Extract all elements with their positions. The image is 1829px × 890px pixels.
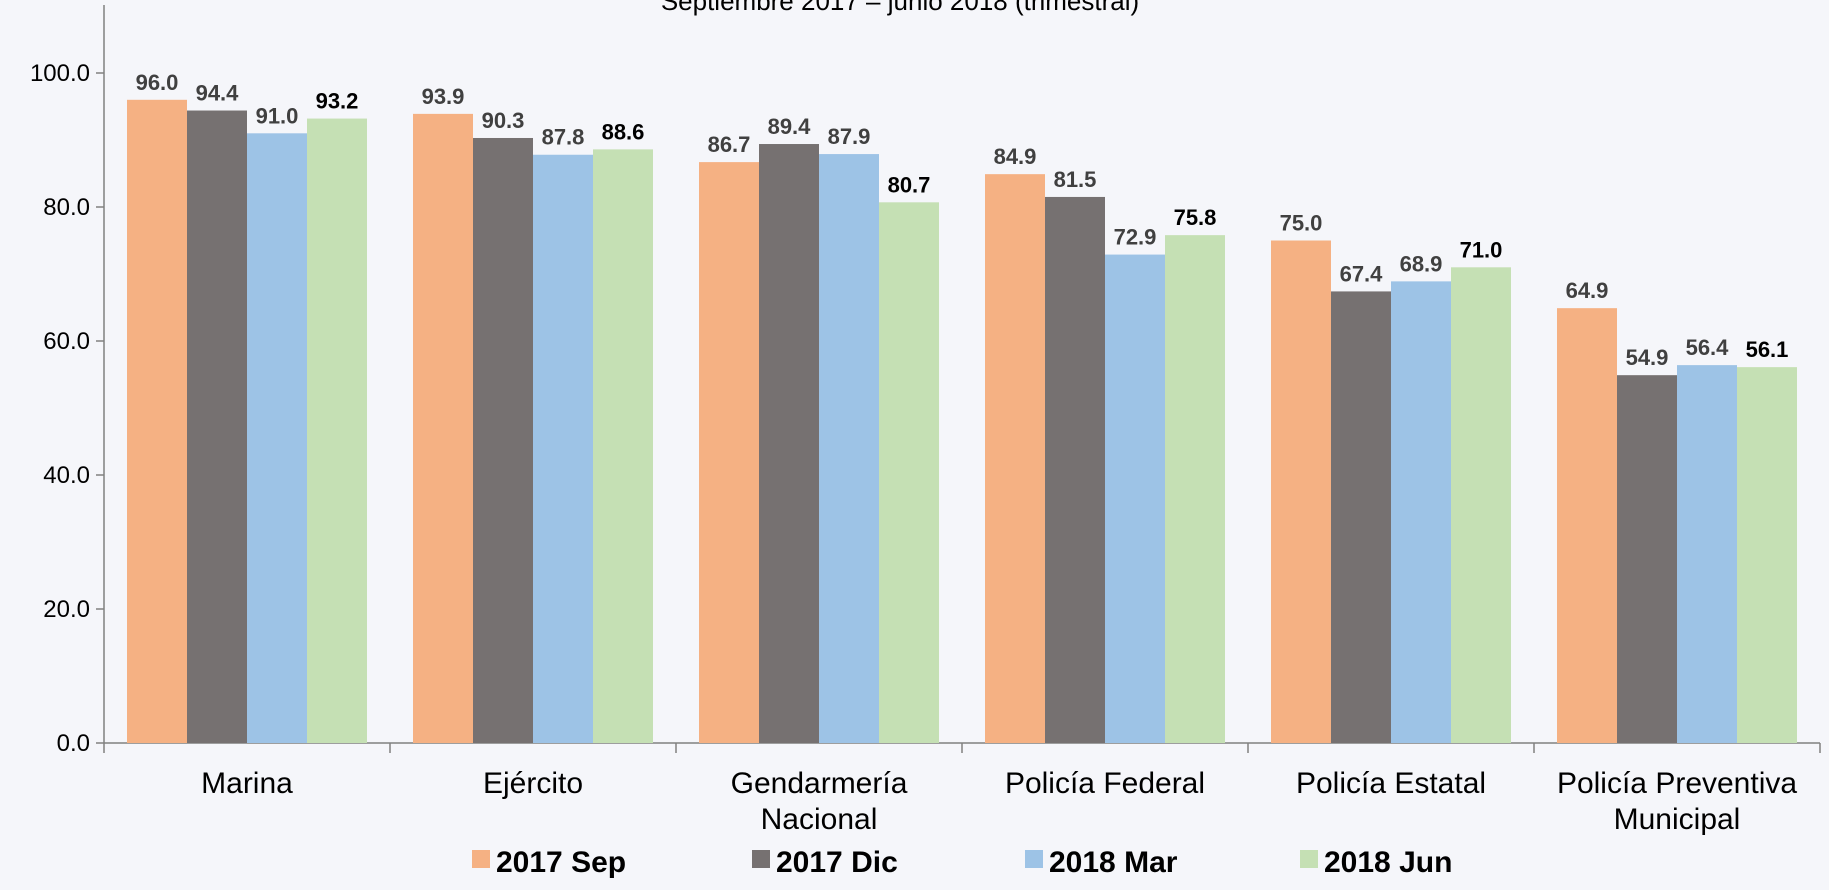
x-category-label: Gendarmería — [731, 767, 908, 800]
data-label: 56.4 — [1686, 335, 1730, 360]
data-label: 86.7 — [708, 132, 751, 157]
bar — [1331, 291, 1391, 743]
y-tick-label: 60.0 — [43, 328, 90, 355]
x-category-label: Nacional — [761, 803, 878, 836]
legend: 2017 Sep 2017 Dic 2018 Mar 2018 Jun — [472, 846, 1452, 879]
data-label: 68.9 — [1400, 251, 1443, 276]
legend-label: 2018 Mar — [1049, 846, 1178, 879]
bar — [1271, 240, 1331, 743]
bar — [247, 133, 307, 744]
bar — [819, 154, 879, 743]
data-label: 80.7 — [888, 172, 931, 197]
bar — [879, 202, 939, 743]
bar — [413, 113, 473, 744]
legend-label: 2017 Sep — [496, 846, 626, 879]
bar — [759, 144, 819, 743]
legend-swatch — [1025, 850, 1043, 868]
bar — [985, 174, 1045, 744]
bar — [593, 149, 653, 743]
data-label: 54.9 — [1626, 345, 1669, 370]
y-tick-label: 20.0 — [43, 596, 90, 623]
legend-label: 2017 Dic — [776, 846, 898, 879]
data-label: 67.4 — [1340, 261, 1384, 286]
bar — [1391, 281, 1451, 743]
data-label: 64.9 — [1566, 278, 1609, 303]
data-label: 72.9 — [1114, 225, 1157, 250]
bar — [307, 118, 367, 743]
data-label: 56.1 — [1746, 337, 1789, 362]
bar — [473, 137, 533, 744]
data-labels-group: 96.0 94.4 91.0 93.2 93.9 90.3 87.8 88.6 86.7 89.4… — [136, 70, 1789, 370]
data-label: 93.2 — [316, 89, 359, 114]
legend-swatch — [752, 850, 770, 868]
legend-swatch — [1300, 850, 1318, 868]
data-label: 91.0 — [256, 103, 299, 128]
data-label: 84.9 — [994, 144, 1037, 169]
bar — [699, 162, 759, 744]
bar — [1451, 267, 1511, 743]
y-tick-label: 40.0 — [43, 462, 90, 489]
data-label: 81.5 — [1054, 167, 1097, 192]
y-tick-label: 100.0 — [30, 60, 90, 87]
x-category-label: Ejército — [483, 767, 583, 800]
bar — [1045, 196, 1105, 743]
bar — [127, 99, 187, 744]
bar — [1165, 235, 1225, 743]
data-label: 96.0 — [136, 70, 179, 95]
y-tick-label: 80.0 — [43, 194, 90, 221]
data-label: 89.4 — [768, 114, 812, 139]
chart-subtitle: Septiembre 2017 – junio 2018 (trimestral… — [661, 0, 1139, 16]
data-label: 94.4 — [196, 81, 240, 106]
x-category-label: Municipal — [1614, 803, 1741, 836]
bar — [1105, 254, 1165, 743]
bar — [1677, 365, 1737, 743]
x-category-label: Policía Federal — [1005, 767, 1205, 800]
data-label: 75.8 — [1174, 205, 1217, 230]
legend-label: 2018 Jun — [1324, 846, 1452, 879]
data-label: 87.9 — [828, 124, 871, 149]
data-label: 88.6 — [602, 119, 645, 144]
bars-group — [127, 99, 1797, 744]
bar — [187, 110, 247, 743]
bar — [1737, 367, 1797, 743]
bar — [1617, 375, 1677, 743]
x-category-label: Policía Preventiva — [1557, 767, 1797, 800]
bar — [1557, 308, 1617, 743]
data-label: 71.0 — [1460, 237, 1503, 262]
bar — [533, 154, 593, 744]
data-label: 93.9 — [422, 84, 465, 109]
x-category-label: Marina — [201, 767, 293, 800]
y-tick-label: 0.0 — [57, 730, 90, 757]
x-category-label: Policía Estatal — [1296, 767, 1486, 800]
data-label: 87.8 — [542, 125, 585, 150]
legend-swatch — [472, 850, 490, 868]
data-label: 90.3 — [482, 108, 525, 133]
y-axis: 0.0 20.0 40.0 60.0 80.0 100.0 — [30, 5, 105, 757]
data-label: 75.0 — [1280, 211, 1323, 236]
